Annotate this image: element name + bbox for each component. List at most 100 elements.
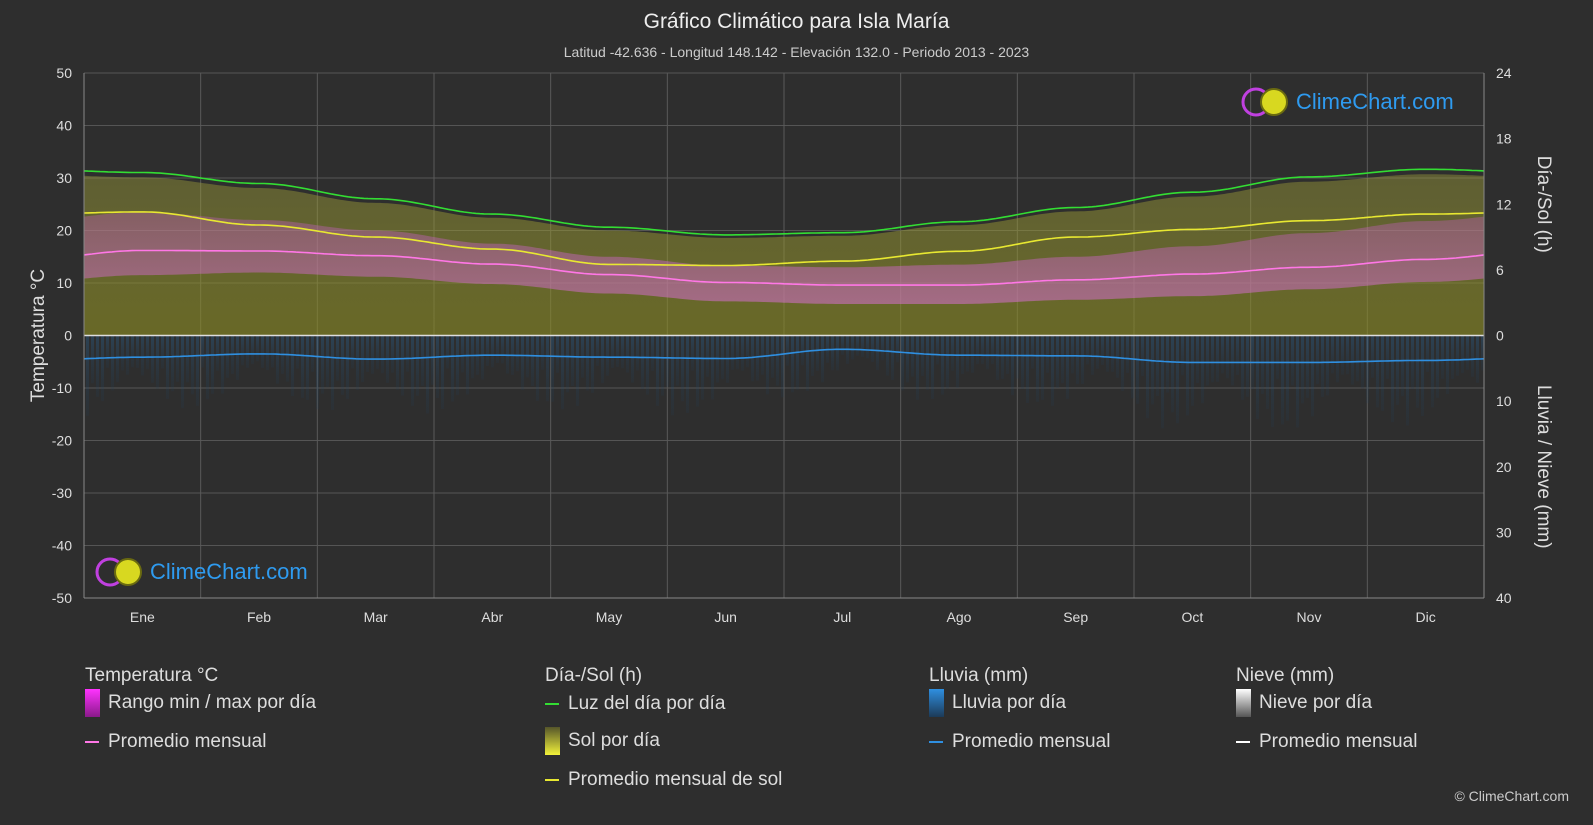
legend-snow-label: Nieve por día [1259,692,1373,713]
rain-bar [1431,335,1434,408]
rain-bar [1376,335,1379,408]
daylight-swatch [545,703,559,705]
legend-temperature-heading: Temperatura °C [85,665,219,686]
rain-bar [1241,335,1244,400]
rain-bar [101,335,104,402]
rain-bar [1381,335,1384,411]
rain-bar [811,335,814,377]
rain-bar [1306,335,1309,398]
rain-bar [1021,335,1024,389]
rain-bar [531,335,534,387]
rain-bar [1051,335,1054,406]
rain-bar [1041,335,1044,400]
y-right-sun-tick-label: 0 [1496,328,1504,344]
rain-bar [876,335,879,371]
rain-bar [486,335,489,367]
rain-bar [586,335,589,391]
rain-bar [691,335,694,371]
rain-bar [1421,335,1424,417]
rain-bar [1446,335,1449,395]
rain-bar [211,335,214,394]
rain-bar [1226,335,1229,379]
rain-bar [736,335,739,370]
rain-bar [1171,335,1174,413]
rain-bar [156,335,159,389]
rain-bar [996,335,999,381]
x-tick-label: Feb [247,609,271,625]
y-left-tick-label: 10 [56,275,72,291]
rain-bar [431,335,434,385]
rain-bar [376,335,379,370]
rain-bar [1016,335,1019,379]
rain-bar [1341,335,1344,375]
rain-bar [1201,335,1204,404]
rain-bar [341,335,344,395]
rain-bar [206,335,209,400]
rain-bar [821,335,824,383]
rain-bar [1161,335,1164,429]
rain-bar [1406,335,1409,426]
rain-bar [696,335,699,407]
rain-bar [1091,335,1094,375]
sun-swatch [545,727,560,755]
rain-bar [1461,335,1464,374]
rain-bar [86,335,89,416]
rain-bar [116,335,119,383]
y-left-tick-label: 20 [56,223,72,239]
y-right-sun-tick-label: 18 [1496,131,1512,147]
rain-bar [1126,335,1129,373]
rain-bar [1186,335,1189,416]
rain-bar [886,335,889,376]
x-tick-label: Dic [1416,609,1436,625]
rain-bar [1441,335,1444,379]
rain-bar [491,335,494,368]
rain-bar [96,335,99,397]
legend-sun-avg-label: Promedio mensual de sol [568,769,783,790]
rain-bar [991,335,994,365]
rain-bar [1371,335,1374,378]
rain-bar [1036,335,1039,402]
rain-bar [406,335,409,372]
rain-bar [746,335,749,368]
logo-text: ClimeChart.com [1296,89,1454,114]
rain-bar [321,335,324,394]
rain-bar [91,335,94,384]
y-left-tick-label: 30 [56,170,72,186]
rain-bar [126,335,129,375]
rain-bar [881,335,884,361]
rain-bar [601,335,604,384]
rain-bar [791,335,794,393]
rain-bar [781,335,784,398]
rain-bar [1191,335,1194,406]
rain-swatch [929,689,944,717]
legend-temp-range-label: Rango min / max por día [108,692,317,713]
rain-bar [941,335,944,395]
rain-bar [666,335,669,387]
rain-bar [776,335,779,386]
rain-bar [1286,335,1289,421]
y-left-axis-title: Temperatura °C [28,269,49,402]
rain-bar [861,335,864,358]
rain-bar [871,335,874,362]
rain-bar [986,335,989,370]
rain-bar [1061,335,1064,384]
x-tick-label: Ene [130,609,155,625]
rain-bar [311,335,314,372]
rain-bar [331,335,334,411]
rain-bar [836,335,839,371]
rain-bar [946,335,949,389]
rain-bar [521,335,524,391]
rain-bar [1311,335,1314,417]
rain-bar [761,335,764,375]
rain-bar [1396,335,1399,405]
rain-bar [711,335,714,400]
rain-bar [866,335,869,359]
legend-daylight: Luz del día por día [545,693,725,715]
rain-bar [1271,335,1274,428]
rain-bar [1026,335,1029,403]
rain-bar [316,335,319,410]
rain-bar [171,335,174,392]
rain-bar [1331,335,1334,374]
rain-bar [576,335,579,407]
y-left-tick-label: -20 [52,433,72,449]
